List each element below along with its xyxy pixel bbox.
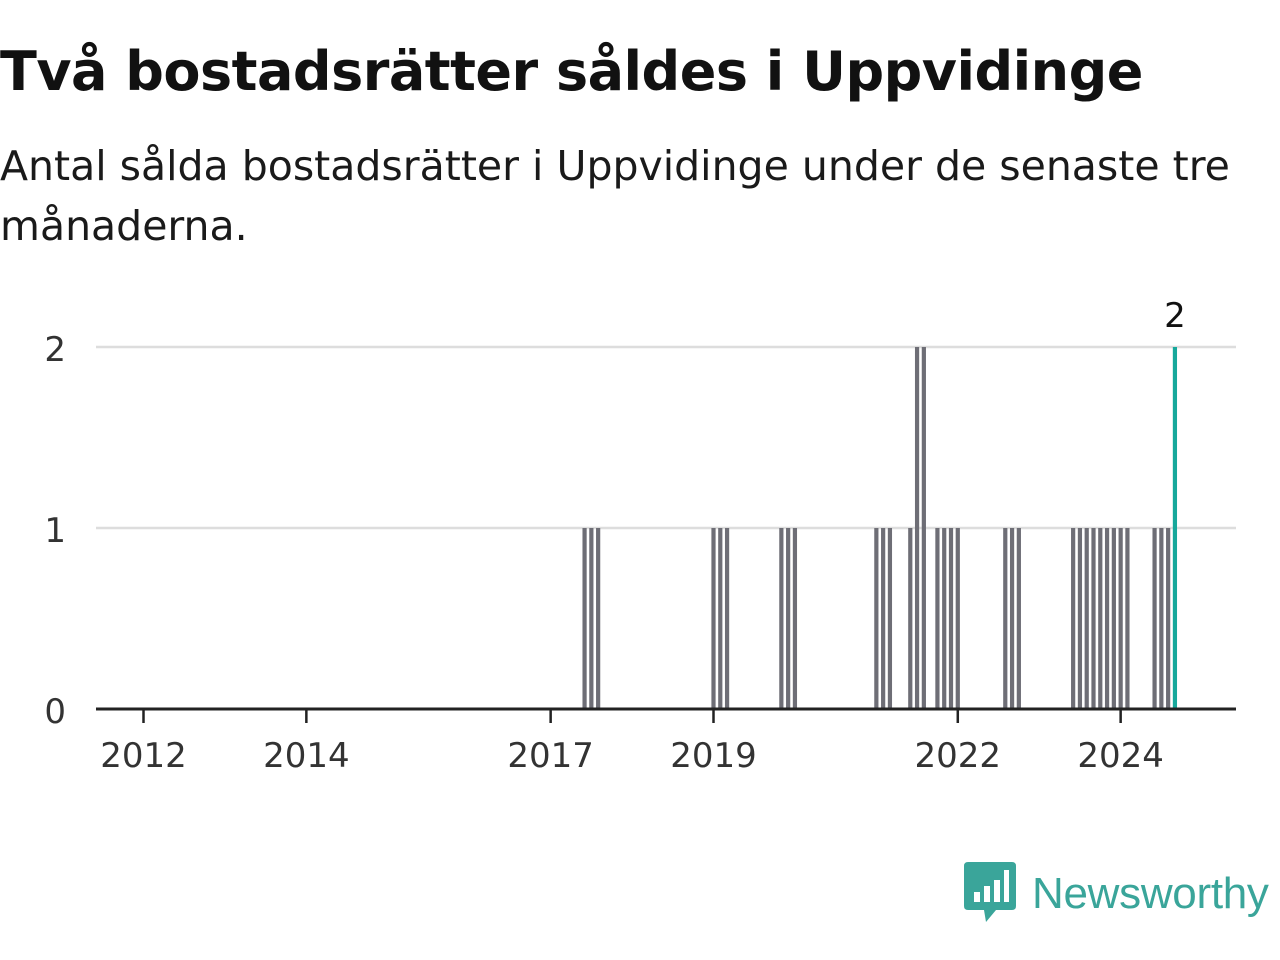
y-tick-label: 0 bbox=[44, 692, 66, 732]
x-tick-label: 2024 bbox=[1077, 736, 1164, 776]
x-axis-ticks: 2012 2014 2017 2019 2022 2024 bbox=[100, 709, 1164, 776]
bars bbox=[582, 347, 1178, 709]
y-tick-label: 2 bbox=[44, 330, 66, 370]
bar bbox=[1084, 528, 1089, 709]
bar bbox=[887, 528, 893, 709]
bar bbox=[779, 528, 784, 709]
brand-name: Newsworthy bbox=[1032, 869, 1269, 918]
data-labels: 2 bbox=[1164, 296, 1186, 336]
bar bbox=[1077, 528, 1083, 709]
bar-highlight bbox=[1172, 347, 1178, 709]
bar bbox=[786, 528, 791, 709]
x-tick-label: 2017 bbox=[507, 736, 594, 776]
gridlines bbox=[96, 345, 1236, 530]
bar bbox=[711, 528, 716, 709]
x-tick-label: 2019 bbox=[670, 736, 757, 776]
bar bbox=[792, 528, 798, 709]
x-tick-label: 2012 bbox=[100, 736, 187, 776]
bar bbox=[1003, 528, 1008, 709]
bar bbox=[1104, 528, 1110, 709]
newsworthy-logo-icon bbox=[964, 862, 1016, 922]
bar bbox=[874, 528, 879, 709]
bar bbox=[908, 528, 913, 709]
bar bbox=[1166, 528, 1171, 709]
bar bbox=[921, 347, 926, 709]
bar bbox=[1009, 528, 1015, 709]
newsworthy-brand: Newsworthy bbox=[964, 862, 1269, 926]
bar bbox=[1016, 528, 1021, 709]
bar bbox=[948, 528, 954, 709]
bar-chart: 0 1 2 2012 2014 2017 2019 2022 2024 2 bbox=[44, 296, 1236, 776]
highlight-value-label: 2 bbox=[1164, 296, 1186, 336]
bar bbox=[914, 347, 920, 709]
bar bbox=[1125, 528, 1130, 709]
bar bbox=[1071, 528, 1076, 709]
chart-subtitle: Antal sålda bostadsrätter i Uppvidinge u… bbox=[0, 142, 1230, 250]
y-tick-label: 1 bbox=[44, 511, 66, 551]
bar bbox=[724, 528, 730, 709]
bar bbox=[1118, 528, 1123, 709]
bar bbox=[955, 528, 960, 709]
chart-title: Två bostadsrätter såldes i Uppvidinge bbox=[0, 40, 1143, 103]
x-tick-label: 2014 bbox=[263, 736, 350, 776]
x-tick-label: 2022 bbox=[915, 736, 1002, 776]
bar bbox=[935, 528, 940, 709]
bar bbox=[1111, 528, 1116, 709]
bar bbox=[582, 528, 587, 709]
bar bbox=[881, 528, 886, 709]
bar bbox=[1091, 528, 1096, 709]
bar bbox=[942, 528, 947, 709]
bar bbox=[596, 528, 601, 709]
y-axis-ticks: 0 1 2 bbox=[44, 330, 66, 732]
bar bbox=[1159, 528, 1164, 709]
bar bbox=[1152, 528, 1157, 709]
bar bbox=[589, 528, 594, 709]
bar bbox=[718, 528, 723, 709]
bar bbox=[1098, 528, 1103, 709]
